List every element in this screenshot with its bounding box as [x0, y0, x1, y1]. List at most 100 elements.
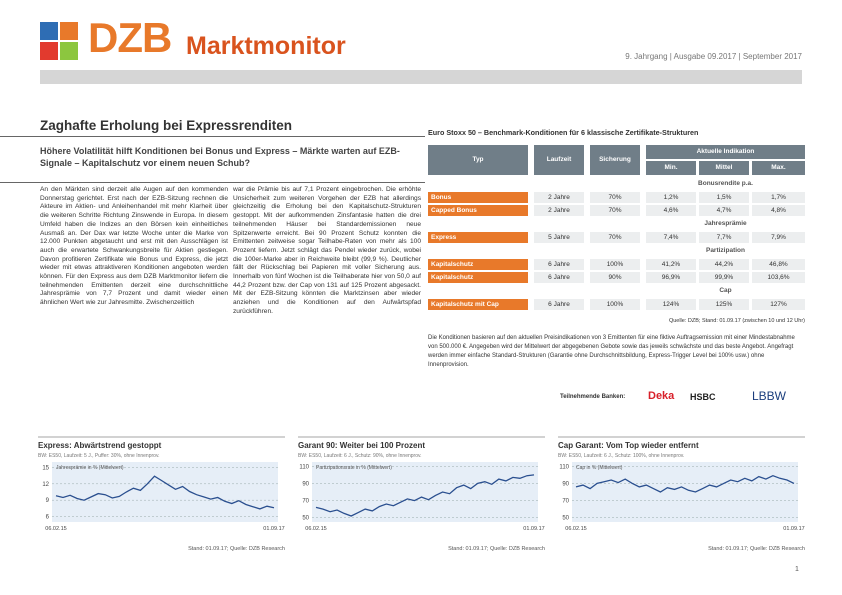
article-column: An den Märkten sind derzeit alle Augen a… [40, 186, 228, 307]
header-bar [40, 70, 802, 84]
table-cell: 103,6% [752, 272, 805, 283]
row-label: Kapitalschutz [428, 272, 528, 283]
data-line [575, 474, 795, 493]
data-line [315, 474, 535, 517]
table-cell: 46,8% [752, 259, 805, 270]
table-cell: 7,9% [752, 232, 805, 243]
table-cell: 90% [590, 272, 640, 283]
table-cell: 4,8% [752, 205, 805, 216]
y-tick-label: 110 [559, 464, 569, 470]
row-label: Express [428, 232, 528, 243]
x-tick-label: 06.02.15 [305, 526, 326, 532]
chart-legend: Cap in % (Mittelwert) [576, 465, 623, 471]
table-cell: 2 Jahre [534, 205, 584, 216]
table-cell: 7,7% [699, 232, 749, 243]
y-tick-label: 70 [302, 499, 309, 505]
group-header: Aktuelle Indikation [646, 145, 805, 159]
table-cell: 100% [590, 259, 640, 270]
section-label: Bonusrendite p.a. [698, 180, 753, 187]
plot-area [52, 462, 278, 522]
article-subtitle: Höhere Volatilität hilft Konditionen bei… [40, 146, 400, 168]
chart-subtitle: BW: ES50, Laufzeit: 6 J., Schutz: 90%, o… [298, 453, 422, 459]
brand: DZB [88, 14, 172, 61]
chart-legend: Partizipationsrate in % (Mittelwert) [316, 465, 392, 471]
y-tick-label: 70 [562, 499, 569, 505]
table-cell: 124% [646, 299, 696, 310]
article-column: war die Prämie bis auf 7,1 Prozent einge… [233, 186, 421, 315]
chart-source: Stand: 01.09.17; Quelle: DZB Research [188, 546, 285, 552]
y-tick-label: 9 [46, 498, 50, 504]
product: Marktmonitor [186, 32, 346, 60]
table-cell: 6 Jahre [534, 272, 584, 283]
subcolumn-header: Mittel [699, 161, 749, 175]
chart-title: Cap Garant: Vom Top wieder entfernt [558, 441, 699, 450]
table-cell: 6 Jahre [534, 299, 584, 310]
table-note: Die Konditionen basieren auf den aktuell… [428, 335, 795, 368]
chart-source: Stand: 01.09.17; Quelle: DZB Research [448, 546, 545, 552]
section-label: Jahresprämie [704, 220, 747, 227]
x-tick-label: 01.09.17 [523, 526, 544, 532]
table-cell: 4,6% [646, 205, 696, 216]
table-cell: 1,5% [699, 192, 749, 203]
table-cell: 7,4% [646, 232, 696, 243]
plot-area [312, 462, 538, 522]
y-tick-label: 50 [302, 516, 309, 522]
table-cell: 2 Jahre [534, 192, 584, 203]
table-cell: 4,7% [699, 205, 749, 216]
y-tick-label: 12 [42, 482, 49, 488]
bank-logo: HSBC [690, 392, 716, 402]
chart-subtitle: BW: ES50, Laufzeit: 6 J., Schutz: 100%, … [558, 453, 684, 459]
logo-icon [40, 22, 78, 60]
subcolumn-header: Min. [646, 161, 696, 175]
row-label: Bonus [428, 192, 528, 203]
bank-logo: Deka [648, 390, 675, 402]
y-tick-label: 90 [562, 481, 569, 487]
rule [0, 182, 425, 183]
table-cell: 100% [590, 299, 640, 310]
y-tick-label: 90 [302, 481, 309, 487]
table-cell: 127% [752, 299, 805, 310]
chart-title: Garant 90: Weiter bei 100 Prozent [298, 441, 425, 450]
table-cell: 44,2% [699, 259, 749, 270]
article-title: Zaghafte Erholung bei Expressrenditen [40, 118, 293, 133]
column-header: Laufzeit [534, 145, 584, 175]
column-header: Sicherung [590, 145, 640, 175]
x-tick-label: 01.09.17 [263, 526, 284, 532]
table-cell: 70% [590, 205, 640, 216]
table-cell: 1,7% [752, 192, 805, 203]
table-cell: 41,2% [646, 259, 696, 270]
table-cell: 125% [699, 299, 749, 310]
data-line [55, 475, 275, 510]
issue: 9. Jahrgang | Ausgabe 09.2017 | Septembe… [625, 52, 802, 61]
y-tick-label: 15 [42, 465, 49, 471]
section-label: Cap [719, 287, 732, 294]
subcolumn-header: Max. [752, 161, 805, 175]
x-tick-label: 01.09.17 [783, 526, 804, 532]
y-tick-label: 6 [46, 515, 50, 521]
y-tick-label: 50 [562, 516, 569, 522]
y-tick-label: 110 [299, 464, 309, 470]
table-cell: 70% [590, 232, 640, 243]
table-cell: 99,9% [699, 272, 749, 283]
chart-subtitle: BW: ES50, Laufzeit: 5 J., Puffer: 30%, o… [38, 453, 159, 459]
table-title: Euro Stoxx 50 – Benchmark-Konditionen fü… [428, 128, 699, 137]
x-tick-label: 06.02.15 [45, 526, 66, 532]
row-label: Kapitalschutz [428, 259, 528, 270]
table-cell: 5 Jahre [534, 232, 584, 243]
banks-label: Teilnehmende Banken: [560, 394, 626, 400]
chart-source: Stand: 01.09.17; Quelle: DZB Research [708, 546, 805, 552]
page-number: 1 [795, 566, 799, 573]
chart-title: Express: Abwärtstrend gestoppt [38, 441, 162, 450]
table-source: Quelle: DZB; Stand: 01.09.17 (zwischen 1… [668, 318, 805, 324]
chart-legend: Jahresprämie in % (Mittelwert) [56, 465, 124, 471]
row-label: Capped Bonus [428, 205, 528, 216]
row-label: Kapitalschutz mit Cap [428, 299, 528, 310]
rule [0, 136, 425, 137]
plot-area [572, 462, 798, 522]
table-cell: 6 Jahre [534, 259, 584, 270]
bank-logo: LBBW [752, 389, 787, 403]
table-cell: 96,9% [646, 272, 696, 283]
x-tick-label: 06.02.15 [565, 526, 586, 532]
